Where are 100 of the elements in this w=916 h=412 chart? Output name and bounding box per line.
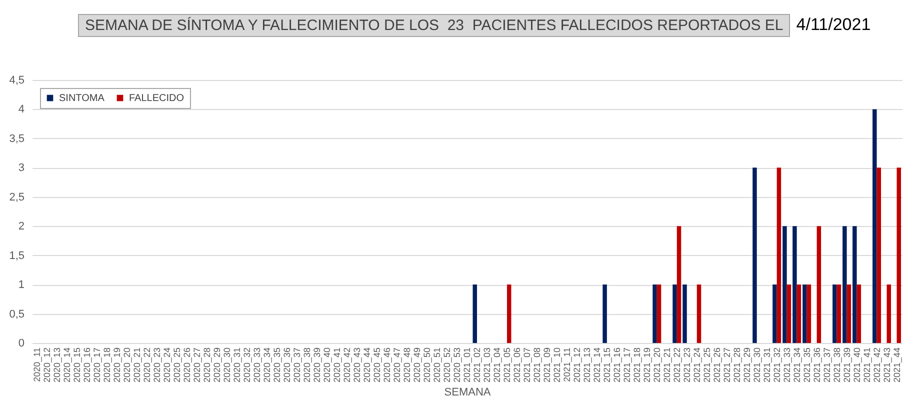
x-tick-label: 2021_22 xyxy=(672,348,682,383)
bar xyxy=(852,226,857,343)
y-tick-label: 3 xyxy=(18,162,24,174)
bar xyxy=(836,284,842,343)
x-tick-label: 2020_22 xyxy=(142,348,152,383)
x-tick-label: 2021_42 xyxy=(872,348,882,383)
x-tick-label: 2021_08 xyxy=(532,348,542,383)
bar xyxy=(682,284,687,343)
x-tick-label: 2021_02 xyxy=(472,348,482,383)
x-tick-label: 2020_41 xyxy=(332,348,342,383)
x-tick-label: 2020_32 xyxy=(242,348,252,383)
x-tick-label: 2021_37 xyxy=(822,348,832,383)
x-tick-label: 2020_27 xyxy=(192,348,202,383)
bar xyxy=(896,168,901,343)
y-tick-label: 1,5 xyxy=(9,250,24,262)
x-tick-label: 2021_40 xyxy=(852,348,862,383)
x-tick-label: 2021_29 xyxy=(742,348,752,383)
x-tick-label: 2020_45 xyxy=(372,348,382,383)
bar xyxy=(772,284,777,343)
bar xyxy=(802,284,807,343)
x-tick-label: 2020_15 xyxy=(72,348,82,383)
x-tick-label: 2020_28 xyxy=(202,348,212,383)
x-tick-label: 2020_35 xyxy=(272,348,282,383)
x-tick-label: 2020_29 xyxy=(212,348,222,383)
bar xyxy=(656,284,662,343)
x-tick-label: 2021_27 xyxy=(722,348,732,383)
x-tick-label: 2021_11 xyxy=(562,348,572,382)
x-tick-label: 2021_06 xyxy=(512,348,522,383)
x-tick-label: 2020_13 xyxy=(52,348,62,383)
x-tick-label: 2020_42 xyxy=(342,348,352,383)
x-tick-label: 2021_04 xyxy=(492,348,502,383)
x-tick-label: 2021_09 xyxy=(542,348,552,383)
y-tick-label: 2 xyxy=(18,220,24,233)
x-tick-label: 2020_47 xyxy=(392,348,402,383)
bar xyxy=(696,284,702,343)
bar xyxy=(752,168,757,343)
text: 4/11/2021 xyxy=(796,15,871,35)
x-tick-label: 2020_23 xyxy=(152,348,162,383)
x-tick-label: 2020_33 xyxy=(252,348,262,383)
x-tick-label: 2021_18 xyxy=(632,348,642,383)
x-tick-label: 2021_35 xyxy=(802,348,812,383)
bar xyxy=(806,284,812,343)
bar xyxy=(602,284,607,343)
x-tick-label: 2020_38 xyxy=(302,348,312,383)
bar xyxy=(846,284,852,343)
x-tick-label: 2020_50 xyxy=(422,348,432,383)
y-tick-label: 1 xyxy=(18,279,24,292)
x-tick-label: 2021_21 xyxy=(662,348,672,383)
x-tick-label: 2020_17 xyxy=(92,348,102,383)
y-tick-label: 0,5 xyxy=(9,308,24,320)
x-tick-label: 2020_30 xyxy=(222,348,232,383)
x-axis-title: SEMANA xyxy=(444,386,492,399)
x-tick-label: 2021_05 xyxy=(502,348,512,383)
bar xyxy=(776,168,782,343)
bar xyxy=(832,284,837,343)
x-tick-label: 2020_43 xyxy=(352,348,362,383)
bar xyxy=(672,284,677,343)
x-tick-label: 2021_01 xyxy=(462,348,472,383)
x-tick-label: 2021_15 xyxy=(602,348,612,383)
x-tick-label: 2020_12 xyxy=(42,348,52,383)
x-tick-label: 2020_39 xyxy=(312,348,322,383)
bar xyxy=(782,226,787,343)
x-tick-label: 2020_25 xyxy=(172,348,182,383)
x-tick-label: 2020_19 xyxy=(112,348,122,383)
x-tick-label: 2021_20 xyxy=(652,348,662,383)
x-tick-label: 2020_36 xyxy=(282,348,292,383)
bar xyxy=(472,284,477,343)
x-tick-label: 2020_40 xyxy=(322,348,332,383)
x-tick-label: 2021_32 xyxy=(772,348,782,383)
x-tick-label: 2020_46 xyxy=(382,348,392,383)
x-tick-label: 2020_49 xyxy=(412,348,422,383)
x-tick-label: 2020_52 xyxy=(442,348,452,383)
x-tick-label: 2021_17 xyxy=(622,348,632,383)
bar xyxy=(816,226,822,343)
x-tick-label: 2021_28 xyxy=(732,348,742,383)
y-tick-label: 2,5 xyxy=(9,191,24,204)
y-tick-label: 0 xyxy=(18,338,24,350)
x-tick-label: 2021_31 xyxy=(762,348,772,383)
x-tick-label: 2020_37 xyxy=(292,348,302,383)
x-tick-label: 2020_34 xyxy=(262,348,272,383)
bar xyxy=(652,284,657,343)
legend-label: SINTOMA xyxy=(59,93,105,104)
x-tick-label: 2020_18 xyxy=(102,348,112,383)
x-tick-label: 2021_16 xyxy=(612,348,622,383)
x-tick-label: 2021_39 xyxy=(842,348,852,383)
x-tick-label: 2021_36 xyxy=(812,348,822,383)
bar xyxy=(792,226,797,343)
x-tick-label: 2021_43 xyxy=(882,348,892,383)
legend-label: FALLECIDO xyxy=(129,93,184,104)
x-tick-label: 2020_53 xyxy=(452,348,462,383)
x-tick-label: 2020_24 xyxy=(162,348,172,383)
x-tick-label: 2021_33 xyxy=(782,348,792,383)
x-tick-label: 2020_26 xyxy=(182,348,192,383)
bar xyxy=(786,284,792,343)
x-tick-label: 2021_07 xyxy=(522,348,532,383)
bar xyxy=(842,226,847,343)
bar xyxy=(796,284,802,343)
x-tick-label: 2020_16 xyxy=(82,348,92,383)
x-tick-label: 2021_12 xyxy=(572,348,582,383)
bar xyxy=(506,284,512,343)
